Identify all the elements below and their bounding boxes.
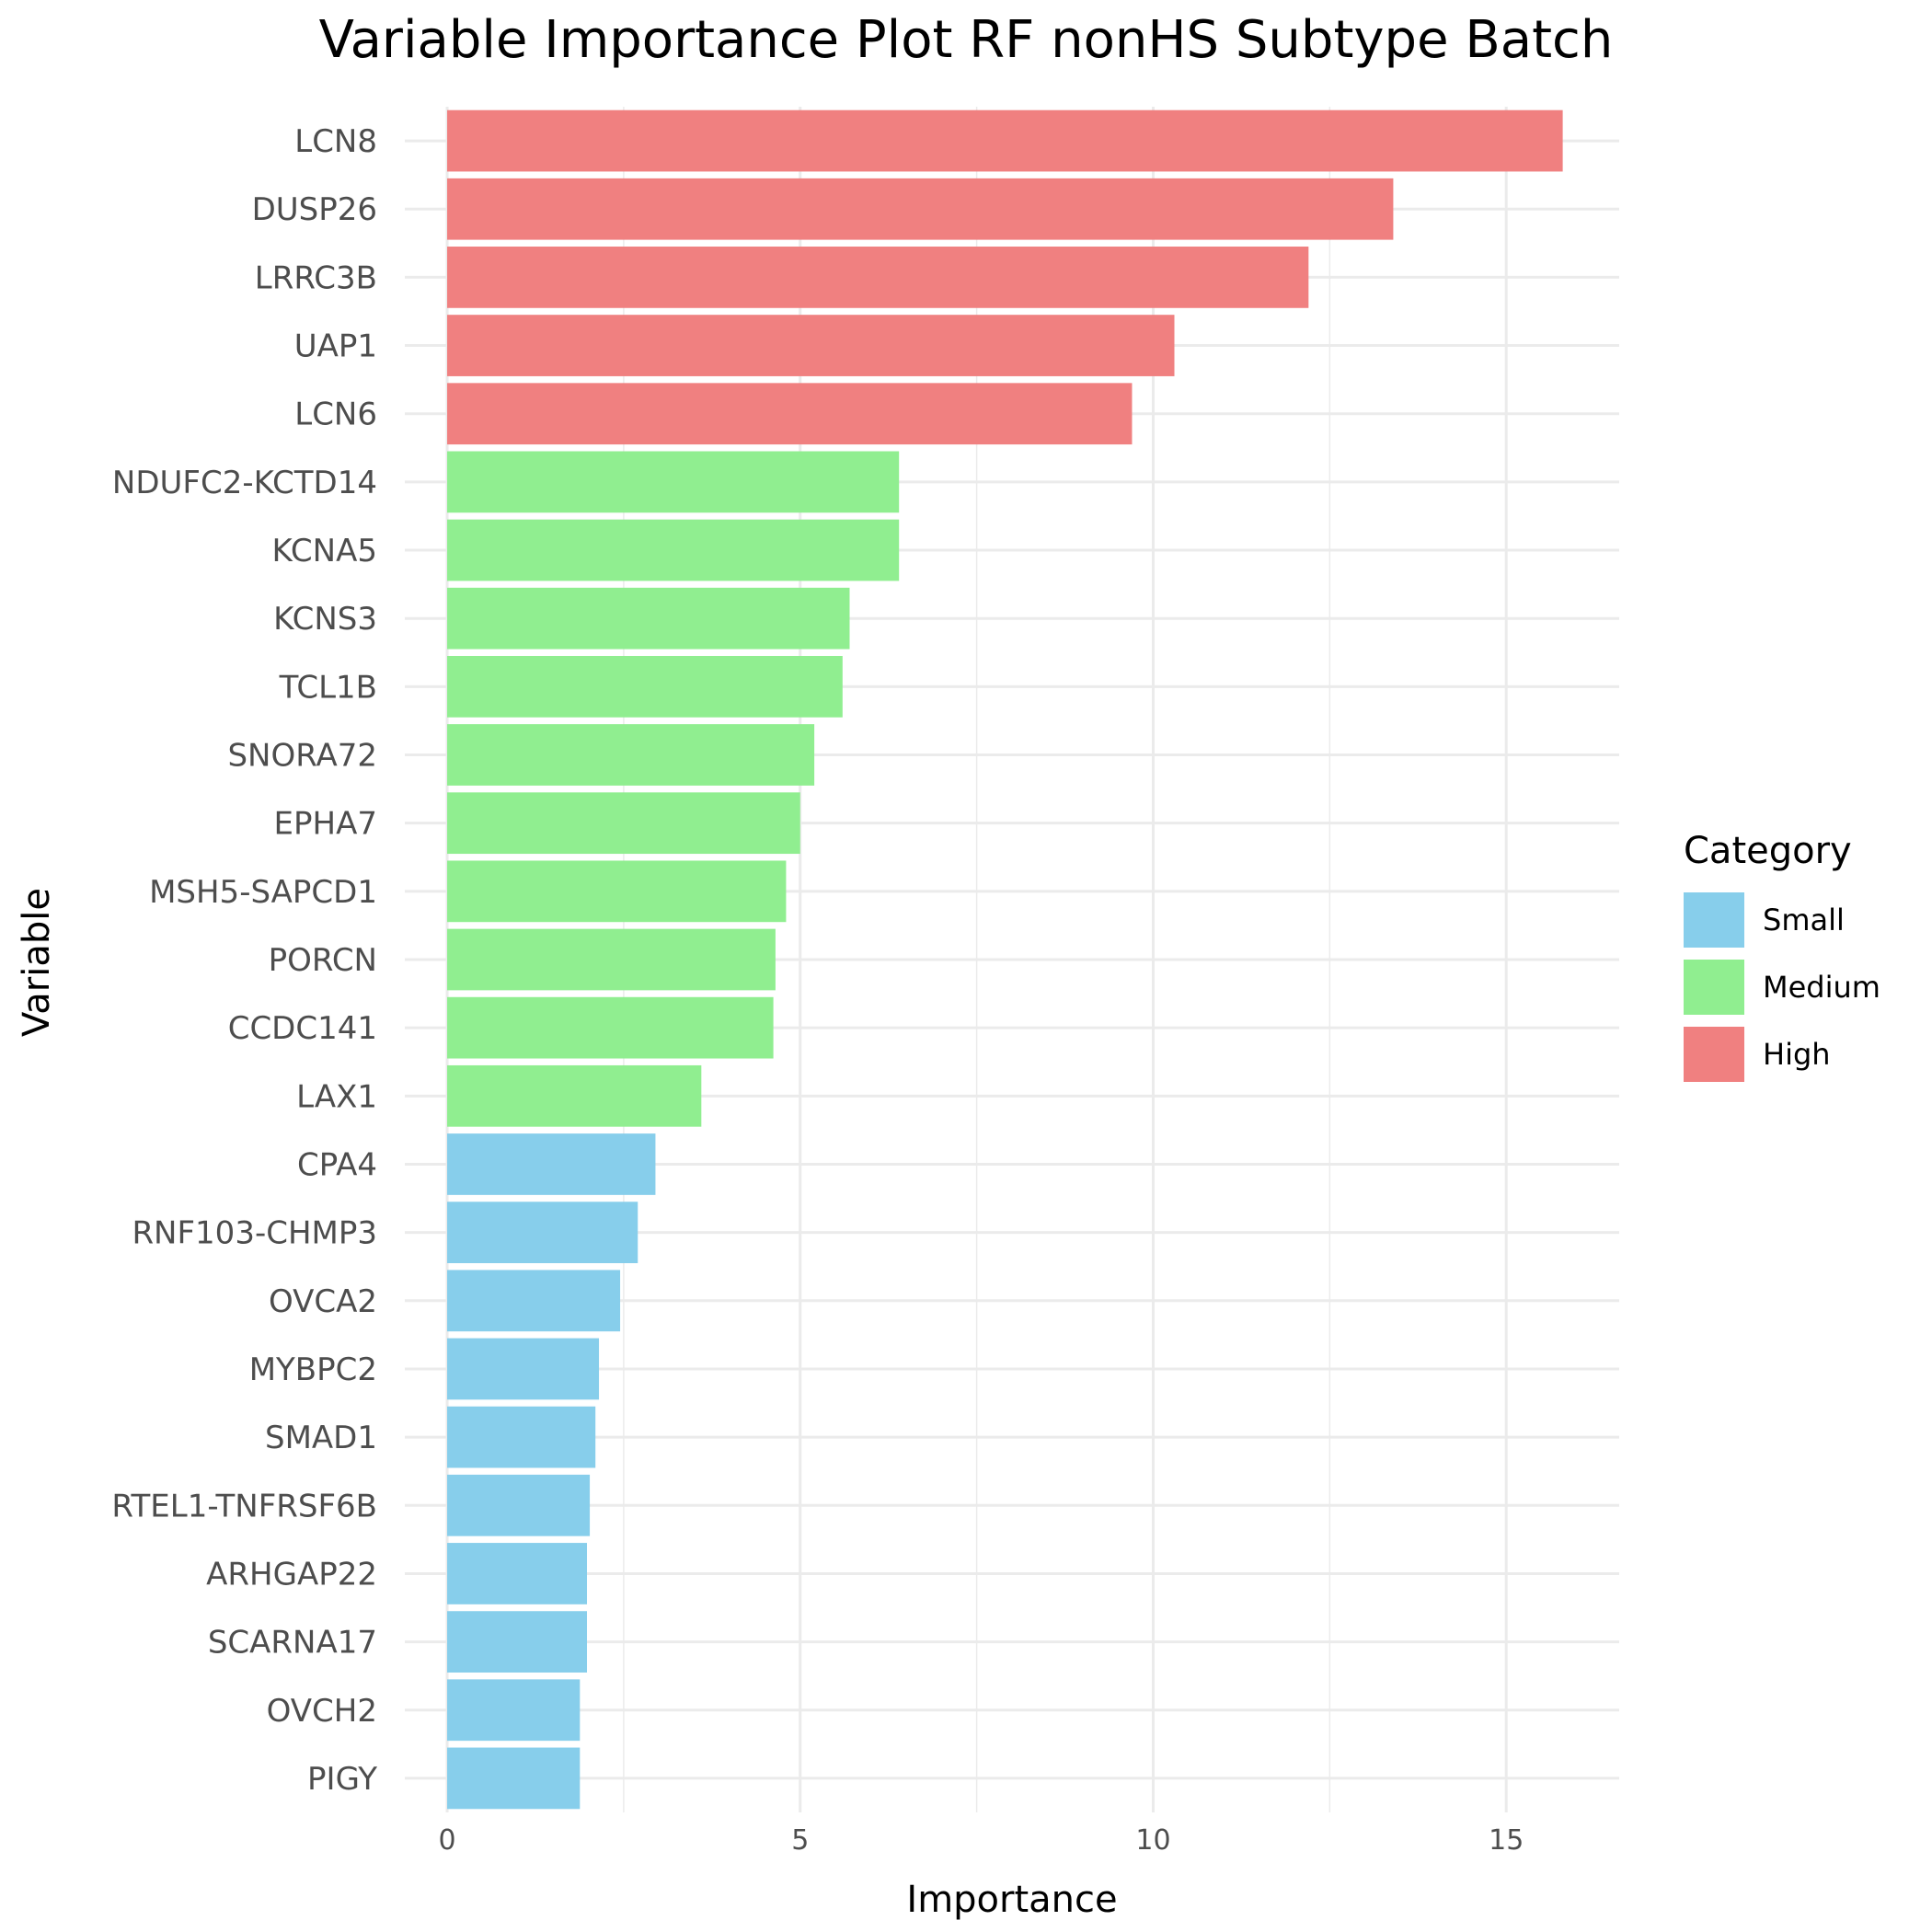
bar-dusp26 <box>447 178 1394 240</box>
y-tick-label: LCN6 <box>294 397 377 433</box>
x-axis-title: Importance <box>906 1879 1117 1921</box>
bar-scarna17 <box>447 1611 587 1673</box>
y-tick-label: LAX1 <box>296 1078 377 1115</box>
bar-cpa4 <box>447 1133 656 1195</box>
y-tick-label: EPHA7 <box>274 806 377 843</box>
x-tick-label: 0 <box>438 1824 455 1857</box>
y-tick-label: TCL1B <box>279 669 377 706</box>
bar-ovca2 <box>447 1270 621 1332</box>
bar-epha7 <box>447 792 800 855</box>
bar-smad1 <box>447 1406 596 1468</box>
legend-label-high: High <box>1763 1037 1831 1072</box>
legend-key-small <box>1684 892 1744 948</box>
y-tick-label: MSH5-SAPCD1 <box>149 874 377 911</box>
y-tick-label: OVCA2 <box>269 1283 377 1320</box>
bar-ccdc141 <box>447 996 774 1059</box>
y-tick-label: RNF103-CHMP3 <box>132 1215 377 1252</box>
y-axis-title: Variable <box>16 888 58 1037</box>
y-tick-label: SCARNA17 <box>208 1625 377 1662</box>
y-tick-label: ARHGAP22 <box>206 1556 377 1593</box>
y-tick-label: DUSP26 <box>252 191 377 228</box>
y-tick-label: PORCN <box>269 942 377 979</box>
bar-uap1 <box>447 315 1175 376</box>
y-tick-label: MYBPC2 <box>249 1351 377 1388</box>
bar-rnf103-chmp3 <box>447 1202 638 1264</box>
bar-ovch2 <box>447 1679 581 1742</box>
y-tick-label: CPA4 <box>297 1146 377 1183</box>
bars <box>447 109 1563 1810</box>
y-tick-label: LCN8 <box>294 123 377 160</box>
bar-kcns3 <box>447 587 850 650</box>
legend-key-medium <box>1684 960 1744 1015</box>
bar-mybpc2 <box>447 1338 600 1400</box>
bar-lrrc3b <box>447 247 1309 308</box>
y-tick-label: KCNA5 <box>271 533 377 569</box>
legend-title: Category <box>1684 830 1852 872</box>
bar-lcn8 <box>447 109 1563 172</box>
bar-msh5-sapcd1 <box>447 860 787 923</box>
y-tick-label: CCDC141 <box>228 1010 377 1047</box>
bar-snora72 <box>447 724 815 786</box>
y-tick-label: KCNS3 <box>273 601 377 638</box>
x-tick-label: 10 <box>1135 1824 1170 1857</box>
y-tick-label: SMAD1 <box>265 1420 377 1456</box>
y-tick-label: SNORA72 <box>227 738 377 775</box>
bar-arhgap22 <box>447 1543 587 1604</box>
y-tick-label: NDUFC2-KCTD14 <box>112 465 377 501</box>
legend-key-high <box>1684 1027 1744 1082</box>
y-tick-label: PIGY <box>307 1761 377 1798</box>
x-tick-label: 5 <box>791 1824 809 1857</box>
y-tick-label: RTEL1-TNFRSF6B <box>111 1488 377 1524</box>
bar-lax1 <box>447 1064 702 1127</box>
y-tick-label: OVCH2 <box>267 1693 377 1730</box>
bar-tcl1b <box>447 655 843 718</box>
bar-pigy <box>447 1747 581 1810</box>
x-tick-label: 15 <box>1489 1824 1524 1857</box>
x-axis-ticks: 0 5 10 15 <box>438 1824 1524 1857</box>
legend-label-medium: Medium <box>1763 970 1880 1005</box>
chart-title: Variable Importance Plot RF nonHS Subtyp… <box>319 10 1614 70</box>
y-tick-label: LRRC3B <box>255 259 377 296</box>
bar-porcn <box>447 928 776 991</box>
bar-kcna5 <box>447 519 900 581</box>
bar-ndufc2-kctd14 <box>447 451 900 513</box>
bar-lcn6 <box>447 383 1133 445</box>
legend: Category Small Medium High <box>1684 830 1880 1082</box>
legend-label-small: Small <box>1763 903 1845 937</box>
y-tick-label: UAP1 <box>294 328 377 365</box>
y-axis-ticks: LCN8 DUSP26 LRRC3B UAP1 LCN6 NDUFC2-KCTD14 KCN… <box>111 123 377 1798</box>
bar-rtel1-tnfrsf6b <box>447 1474 591 1536</box>
